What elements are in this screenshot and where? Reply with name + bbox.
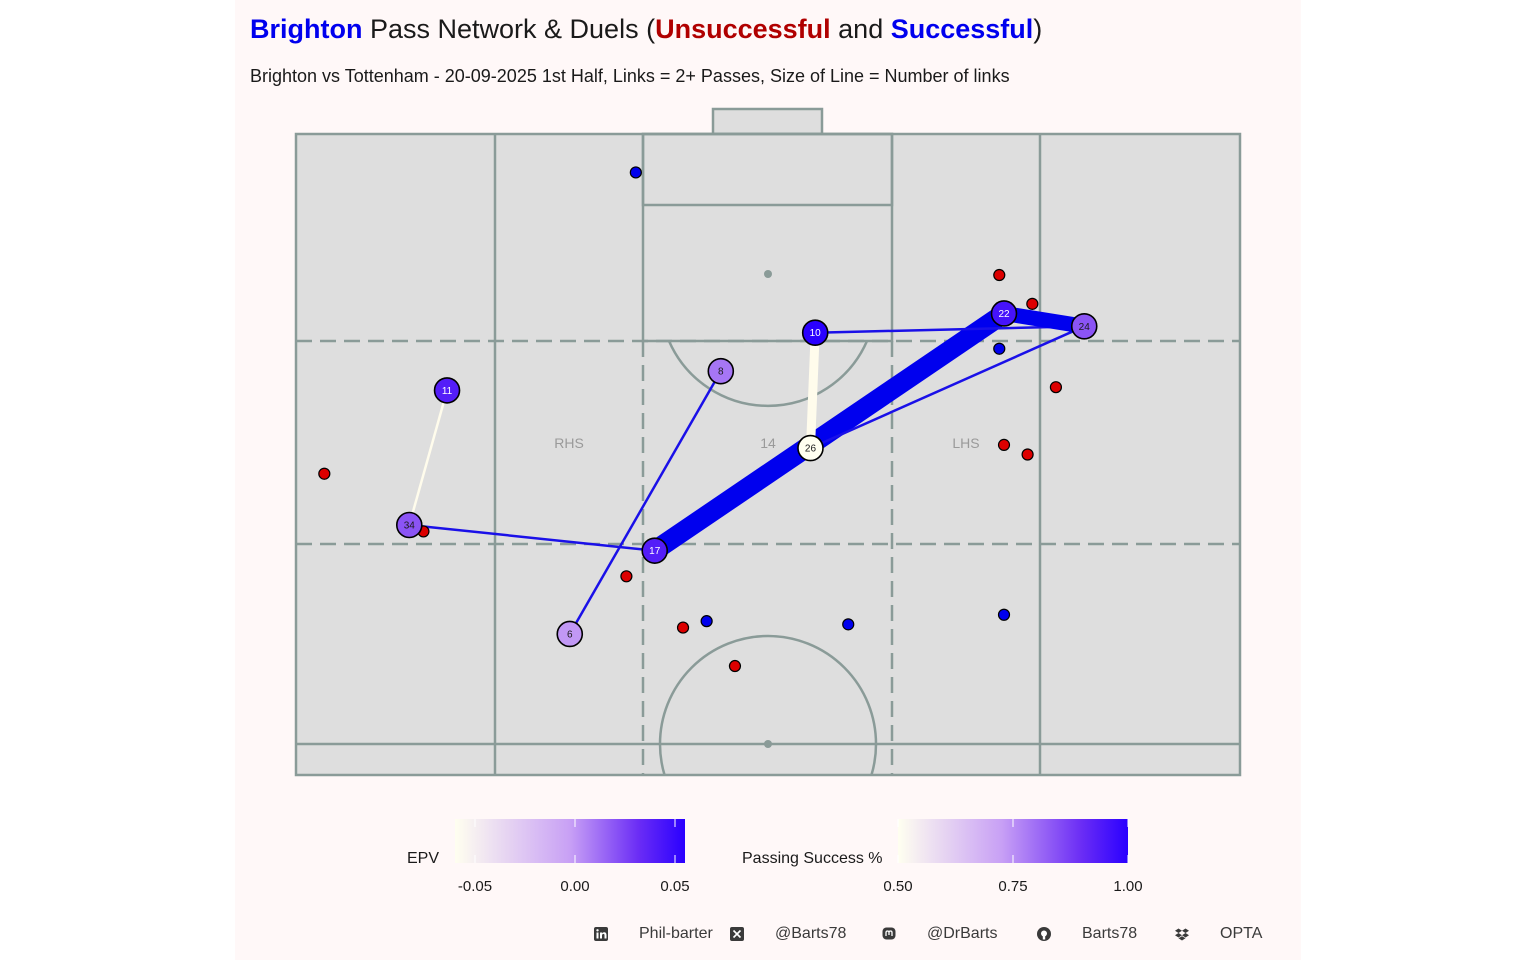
legend-tick-label: 1.00 xyxy=(1113,878,1142,895)
x-icon xyxy=(730,927,744,941)
epv-legend: EPV -0.05 0.00 0.05 xyxy=(407,819,690,895)
player-node-11 xyxy=(433,377,461,404)
zone-label-lhs: LHS xyxy=(952,435,979,451)
legend-tick-label: 0.75 xyxy=(998,878,1027,895)
footer-github-text: Barts78 xyxy=(1082,925,1138,942)
duel-marker-unsuccessful xyxy=(728,659,742,673)
success-legend: Passing Success % 0.50 0.75 1.00 xyxy=(742,819,1143,895)
pitch xyxy=(294,107,1242,777)
mastodon-icon xyxy=(882,927,896,940)
footer-dropbox-text: OPTA xyxy=(1220,925,1263,942)
pass-link-17-22 xyxy=(649,305,1010,559)
duel-marker-successful xyxy=(700,615,713,628)
duel-marker-unsuccessful xyxy=(1049,381,1063,394)
footer-linkedin[interactable]: Phil-barter xyxy=(594,925,713,943)
epv-colorbar xyxy=(455,819,685,863)
pass-link-10-24 xyxy=(815,325,1085,334)
footer-x[interactable]: @Barts78 xyxy=(730,925,846,943)
linkedin-icon xyxy=(594,927,608,941)
duel-marker-successful xyxy=(997,608,1011,621)
player-node-label: 22 xyxy=(998,309,1010,320)
success-legend-title: Passing Success % xyxy=(742,850,883,867)
pass-link-6-8 xyxy=(568,370,722,635)
zone-label-center: 14 xyxy=(760,435,776,451)
chart-title: Brighton Pass Network & Duels (Unsuccess… xyxy=(250,14,1042,45)
github-icon xyxy=(1037,927,1051,941)
legend-tick-label: 0.50 xyxy=(883,878,912,895)
title-unsuccessful: Unsuccessful xyxy=(655,14,831,44)
pass-link-11-34 xyxy=(408,390,449,526)
footer-github[interactable]: Barts78 xyxy=(1037,925,1137,943)
duel-marker-unsuccessful xyxy=(620,570,633,583)
player-node-22 xyxy=(990,300,1018,327)
duel-marker-unsuccessful xyxy=(1021,448,1034,461)
penalty-spot xyxy=(764,270,772,278)
player-nodes: 11 34 8 6 17 26 10 22 24 xyxy=(395,300,1098,648)
duel-marker-successful xyxy=(993,342,1006,355)
pass-link-26-24 xyxy=(809,325,1085,450)
player-node-label: 8 xyxy=(718,367,724,378)
player-node-34 xyxy=(395,511,423,539)
player-node-label: 6 xyxy=(567,629,573,640)
duel-marker-unsuccessful xyxy=(993,268,1006,282)
player-node-label: 26 xyxy=(805,444,817,455)
player-node-24 xyxy=(1070,312,1098,340)
title-part2: and xyxy=(830,14,891,44)
six-yard-box xyxy=(641,132,894,207)
pass-links xyxy=(408,305,1086,635)
title-team: Brighton xyxy=(250,14,363,44)
footer-mastodon-text: @DrBarts xyxy=(927,925,998,942)
player-node-label: 34 xyxy=(404,521,416,532)
epv-legend-title: EPV xyxy=(407,850,439,867)
zone-dashed-lines xyxy=(296,339,1240,775)
penalty-arc xyxy=(667,340,869,408)
duel-marker-unsuccessful xyxy=(676,621,690,634)
epv-ticks: -0.05 0.00 0.05 xyxy=(458,819,690,895)
legend-tick-label: 0.00 xyxy=(560,878,589,895)
player-node-label: 17 xyxy=(649,546,661,557)
title-part1: Pass Network & Duels ( xyxy=(362,14,656,44)
duel-marker-successful xyxy=(842,618,855,631)
footer-mastodon[interactable]: @DrBarts xyxy=(882,925,997,943)
centre-circle xyxy=(658,634,878,775)
dropbox-icon xyxy=(1175,928,1189,941)
player-node-10 xyxy=(801,319,829,347)
pass-link-22-24 xyxy=(1002,306,1086,334)
duel-marker-unsuccessful xyxy=(1026,297,1039,310)
centre-spot xyxy=(764,740,772,748)
duel-marker-unsuccessful xyxy=(318,467,331,480)
player-node-17 xyxy=(641,537,669,564)
footer-x-text: @Barts78 xyxy=(775,925,847,942)
pass-link-34-17 xyxy=(409,523,655,552)
zone-label-rhs: RHS xyxy=(554,435,584,451)
footer-linkedin-text: Phil-barter xyxy=(639,925,713,942)
pass-link-10-26 xyxy=(805,332,820,449)
player-node-label: 10 xyxy=(810,328,822,339)
player-node-label: 11 xyxy=(442,386,453,397)
player-node-label: 24 xyxy=(1079,322,1091,333)
player-node-6 xyxy=(556,620,584,648)
player-node-26 xyxy=(797,434,824,462)
success-ticks: 0.50 0.75 1.00 xyxy=(883,819,1143,895)
legend-tick-label: 0.05 xyxy=(660,878,689,895)
title-successful: Successful xyxy=(890,14,1034,44)
legend-tick-label: -0.05 xyxy=(458,878,492,895)
goal xyxy=(711,107,824,136)
footer: Phil-barter @Barts78 @DrBarts Barts78 OP… xyxy=(0,925,1536,949)
duel-marker-unsuccessful xyxy=(997,438,1011,451)
pitch-surface xyxy=(294,132,1242,777)
chart-subtitle: Brighton vs Tottenham - 20-09-2025 1st H… xyxy=(250,66,1010,86)
footer-dropbox[interactable]: OPTA xyxy=(1175,925,1262,943)
duel-markers xyxy=(318,166,1063,673)
duel-marker-successful xyxy=(629,166,642,179)
player-node-8 xyxy=(707,357,735,385)
title-part3: ) xyxy=(1033,14,1043,44)
